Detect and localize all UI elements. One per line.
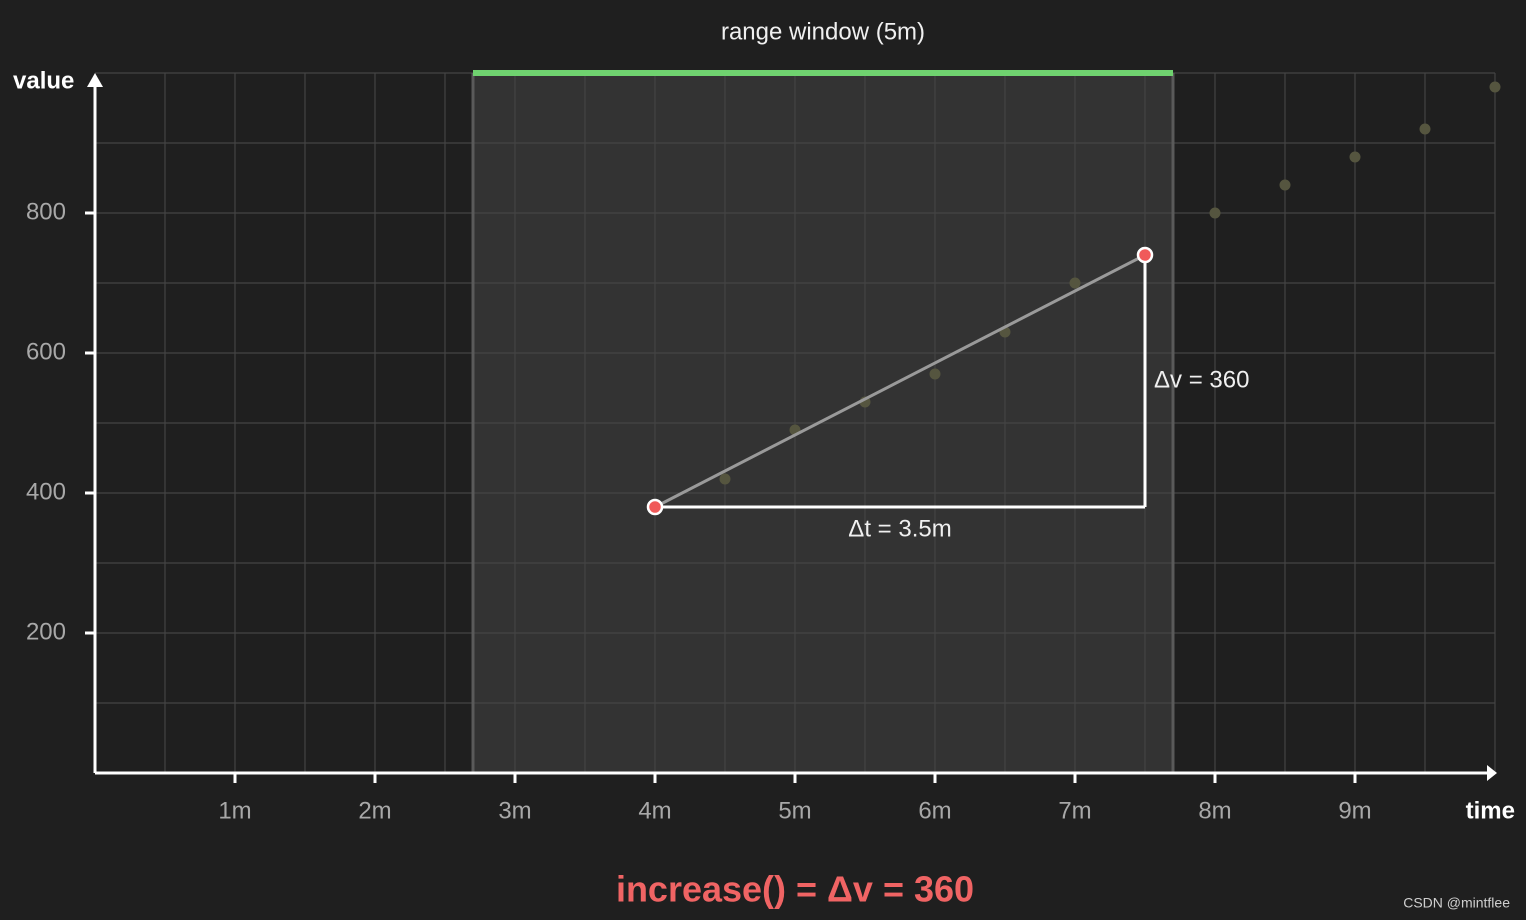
sample-point xyxy=(1419,123,1431,135)
endpoint xyxy=(646,498,664,516)
x-tick-label: 3m xyxy=(498,797,531,824)
x-tick-label: 5m xyxy=(778,797,811,824)
sample-point xyxy=(1349,151,1361,163)
delta-t-label: Δt = 3.5m xyxy=(848,515,951,542)
y-axis-arrow xyxy=(87,73,103,87)
sample-point xyxy=(1069,277,1081,289)
x-tick-label: 8m xyxy=(1198,797,1231,824)
y-tick-label: 400 xyxy=(26,478,66,505)
sample-point xyxy=(1279,179,1291,191)
x-tick-label: 4m xyxy=(638,797,671,824)
y-tick-label: 800 xyxy=(26,198,66,225)
endpoint xyxy=(1136,246,1154,264)
x-tick-label: 6m xyxy=(918,797,951,824)
x-axis-label: time xyxy=(1466,797,1515,824)
window-title: range window (5m) xyxy=(721,18,925,45)
formula: increase() = Δv = 360 xyxy=(616,869,974,910)
sample-point xyxy=(719,473,731,485)
sample-point xyxy=(1489,81,1501,93)
x-tick-label: 1m xyxy=(218,797,251,824)
x-tick-label: 2m xyxy=(358,797,391,824)
sample-point xyxy=(1209,207,1221,219)
x-axis-arrow xyxy=(1487,765,1497,781)
sample-point xyxy=(929,368,941,380)
window-bar xyxy=(473,70,1173,76)
x-tick-label: 9m xyxy=(1338,797,1371,824)
y-axis-label: value xyxy=(13,67,74,94)
y-tick-label: 600 xyxy=(26,338,66,365)
y-tick-label: 200 xyxy=(26,618,66,645)
watermark: CSDN @mintflee xyxy=(1403,895,1510,911)
extrapolation-line xyxy=(654,253,1146,509)
x-tick-label: 7m xyxy=(1058,797,1091,824)
delta-v-label: Δv = 360 xyxy=(1154,366,1249,393)
